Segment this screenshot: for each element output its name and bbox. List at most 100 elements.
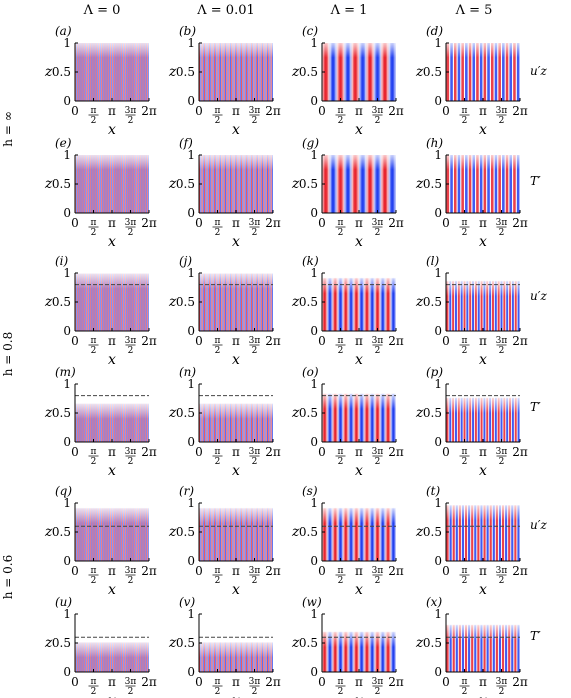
panel-label: (g): [302, 136, 319, 150]
panel-label: (a): [55, 24, 72, 38]
x-tick-label: 2π: [141, 334, 157, 348]
x-axis-label: x: [232, 463, 240, 479]
x-tick-label: π: [232, 445, 240, 459]
x-tick-label-denominator: 2: [128, 228, 134, 238]
y-axis-label: z: [291, 524, 300, 540]
contour-field: [446, 155, 520, 213]
x-axis-label: x: [232, 122, 240, 138]
panel-label: (n): [179, 365, 196, 379]
y-tick-label: 0: [63, 324, 71, 338]
x-tick-label: π: [479, 334, 487, 348]
x-axis-label: x: [232, 693, 240, 698]
x-tick-label: π: [108, 445, 116, 459]
panel-label: (c): [302, 24, 318, 38]
x-tick-label: 2π: [388, 675, 404, 689]
x-tick-label-denominator: 2: [499, 457, 505, 467]
contour-field: [446, 43, 520, 101]
y-tick-label: 0: [434, 206, 442, 220]
row-group-label-h-0.8: h = 0.8: [1, 332, 15, 377]
x-tick-label-denominator: 2: [91, 457, 97, 467]
y-tick-label: 0.5: [52, 65, 71, 79]
contour-field: [322, 43, 396, 101]
x-tick-label: 0: [442, 216, 450, 230]
x-tick-label: 2π: [141, 216, 157, 230]
x-tick-label: π: [215, 336, 221, 346]
x-tick-label: 3π: [372, 106, 384, 116]
y-axis-label: z: [44, 294, 53, 310]
x-tick-label: 3π: [496, 447, 508, 457]
x-tick-label: 2π: [265, 445, 281, 459]
contour-field: [75, 384, 149, 442]
contour-field: [446, 503, 520, 561]
y-axis-label: z: [291, 405, 300, 421]
x-tick-label: 2π: [512, 675, 528, 689]
y-tick-label: 0.5: [176, 525, 195, 539]
x-tick-label: 3π: [372, 218, 384, 228]
x-tick-label: π: [462, 106, 468, 116]
x-tick-label: π: [462, 336, 468, 346]
y-axis-label: z: [44, 176, 53, 192]
y-tick-label: 0.5: [299, 295, 318, 309]
panel-label: (x): [426, 595, 442, 609]
y-tick-label: 0.5: [176, 636, 195, 650]
x-axis-label: x: [479, 693, 487, 698]
y-tick-label: 0.5: [176, 177, 195, 191]
panel-label: (o): [302, 365, 319, 379]
y-tick-label: 0.5: [299, 177, 318, 191]
x-tick-label: 2π: [388, 564, 404, 578]
x-tick-label: π: [338, 447, 344, 457]
x-tick-label: 0: [195, 104, 203, 118]
y-axis-label: z: [291, 635, 300, 651]
x-tick-label-denominator: 2: [215, 228, 221, 238]
panel-label: (b): [179, 24, 196, 38]
y-axis-label: z: [415, 176, 424, 192]
x-tick-label: π: [479, 104, 487, 118]
panel-label: (t): [426, 484, 441, 498]
x-tick-label: 2π: [141, 445, 157, 459]
y-tick-label: 0: [187, 324, 195, 338]
x-axis-label: x: [355, 693, 363, 698]
x-tick-label: 0: [71, 104, 79, 118]
x-tick-label: 3π: [249, 106, 261, 116]
x-tick-label-denominator: 2: [499, 116, 505, 126]
x-tick-label: 0: [318, 216, 326, 230]
x-tick-label: π: [338, 336, 344, 346]
x-tick-label: π: [355, 216, 363, 230]
y-tick-label: 1: [310, 607, 318, 621]
x-tick-label-denominator: 2: [499, 228, 505, 238]
x-tick-label-denominator: 2: [375, 457, 381, 467]
y-tick-label: 1: [434, 266, 442, 280]
x-tick-label: 3π: [372, 447, 384, 457]
y-tick-label: 1: [63, 266, 71, 280]
x-axis-label: x: [479, 122, 487, 138]
row-group-label-h-inf: h = ∞: [1, 111, 15, 146]
panel-label: (f): [179, 136, 193, 150]
contour-field: [322, 384, 396, 442]
x-tick-label: 2π: [265, 104, 281, 118]
x-axis-label: x: [479, 352, 487, 368]
x-tick-label-denominator: 2: [462, 228, 468, 238]
y-tick-label: 0.5: [52, 636, 71, 650]
x-tick-label: π: [91, 677, 97, 687]
contour-field: [75, 155, 149, 213]
panel-label: (d): [426, 24, 443, 38]
panel-label: (h): [426, 136, 443, 150]
panel-label: (w): [302, 595, 322, 609]
x-tick-label: π: [462, 677, 468, 687]
x-tick-label: π: [232, 675, 240, 689]
x-tick-label-denominator: 2: [215, 576, 221, 586]
y-tick-label: 0: [187, 206, 195, 220]
x-tick-label: 3π: [496, 677, 508, 687]
x-tick-label: 2π: [512, 564, 528, 578]
x-tick-label: 3π: [496, 106, 508, 116]
x-tick-label: π: [462, 218, 468, 228]
y-tick-label: 0.5: [299, 65, 318, 79]
contour-field: [322, 614, 396, 672]
